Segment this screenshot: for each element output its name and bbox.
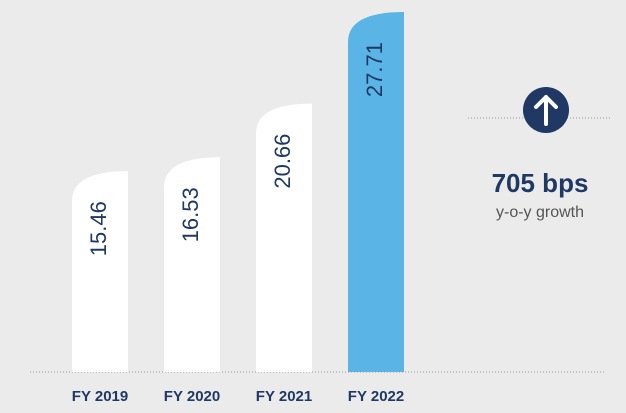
bar: [348, 12, 404, 372]
value-label: 15.46: [86, 201, 111, 256]
growth-caption: y-o-y growth: [496, 204, 584, 221]
value-label: 20.66: [270, 134, 295, 189]
x-tick-label: FY 2022: [348, 388, 404, 405]
bar: [164, 157, 220, 372]
growth-value: 705 bps: [492, 168, 589, 198]
x-tick-label: FY 2021: [256, 388, 312, 405]
value-label: 16.53: [178, 187, 203, 242]
x-tick-label: FY 2020: [164, 388, 220, 405]
value-label: 27.71: [362, 42, 387, 97]
x-tick-label: FY 2019: [72, 388, 128, 405]
bar: [72, 171, 128, 372]
bar: [256, 103, 312, 372]
arrow-up: [534, 95, 558, 126]
